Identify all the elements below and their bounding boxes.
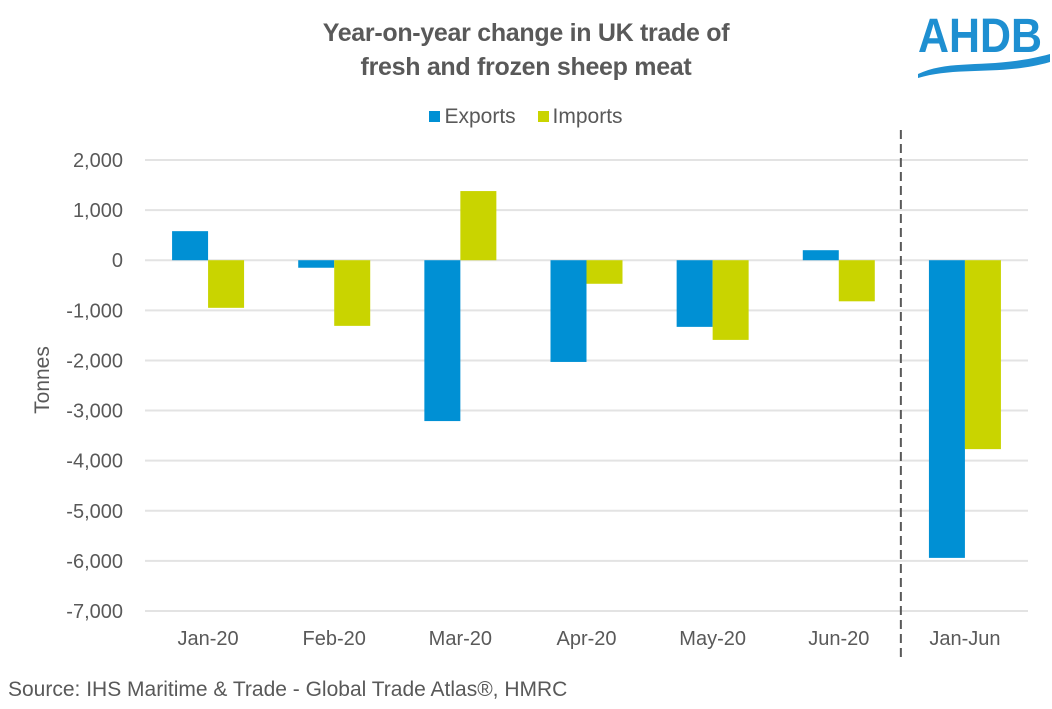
bar-exports-jun-20 [802, 250, 839, 261]
bar-exports-mar-20 [424, 260, 461, 422]
bar-exports-jan-jun [928, 260, 965, 558]
y-tick-label: 1,000 [73, 200, 123, 222]
legend-label-exports: Exports [444, 104, 516, 128]
y-tick-label: 2,000 [73, 150, 123, 172]
x-tick-label: May-20 [679, 628, 746, 650]
logo-text: AHDB [918, 10, 1042, 63]
legend-item-imports: Imports [537, 104, 623, 129]
y-tick-label: -5,000 [66, 501, 123, 523]
bar-imports-feb-20 [334, 260, 371, 326]
chart-title-line-2: fresh and frozen sheep meat [360, 53, 692, 81]
y-tick-label: -2,000 [66, 350, 123, 372]
x-tick-label: Jan-20 [177, 628, 238, 650]
bar-imports-jan-20 [208, 260, 245, 308]
legend: Exports Imports [0, 104, 1052, 129]
legend-item-exports: Exports [429, 104, 516, 129]
bar-imports-mar-20 [460, 191, 497, 261]
gridlines [145, 159, 1028, 612]
legend-label-imports: Imports [552, 104, 623, 128]
chart-title-line-1: Year-on-year change in UK trade of [322, 19, 730, 47]
ahdb-logo: AHDB [918, 10, 1050, 78]
y-tick-label: -7,000 [66, 601, 123, 623]
bar-imports-may-20 [712, 260, 749, 340]
bar-imports-jun-20 [838, 260, 875, 302]
bar-exports-jan-20 [172, 231, 209, 261]
y-axis-title-text: Tonnes [31, 346, 54, 414]
legend-swatch-imports [537, 111, 549, 122]
x-tick-label: Jun-20 [808, 628, 869, 650]
y-tick-label: -6,000 [66, 551, 123, 573]
chart-title: Year-on-year change in UK trade of fresh… [0, 16, 1052, 84]
bar-exports-apr-20 [550, 260, 587, 362]
source-note: Source: IHS Maritime & Trade - Global Tr… [8, 678, 568, 701]
y-axis-ticks: 2,000 1,000 0 -1,000 -2,000 -3,000 -4,000 -5,00… [66, 150, 123, 623]
x-tick-label: Feb-20 [303, 628, 366, 650]
bars [172, 191, 1001, 558]
x-tick-label: Mar-20 [429, 628, 492, 650]
logo-wave-icon [918, 54, 1050, 78]
legend-swatch-exports [429, 111, 441, 122]
y-axis-title: Tonnes [31, 346, 54, 414]
x-axis-ticks: Jan-20 Feb-20 Mar-20 Apr-20 May-20 Jun-20 Jan-… [177, 628, 1000, 650]
x-tick-label: Jan-Jun [929, 628, 1000, 650]
y-tick-label: 0 [112, 250, 123, 272]
bar-imports-apr-20 [586, 260, 623, 284]
bar-exports-feb-20 [298, 260, 335, 268]
x-tick-label: Apr-20 [556, 628, 616, 650]
y-tick-label: -1,000 [66, 300, 123, 322]
y-tick-label: -4,000 [66, 451, 123, 473]
bar-exports-may-20 [676, 260, 713, 327]
bar-imports-jan-jun [964, 260, 1001, 450]
y-tick-label: -3,000 [66, 401, 123, 423]
